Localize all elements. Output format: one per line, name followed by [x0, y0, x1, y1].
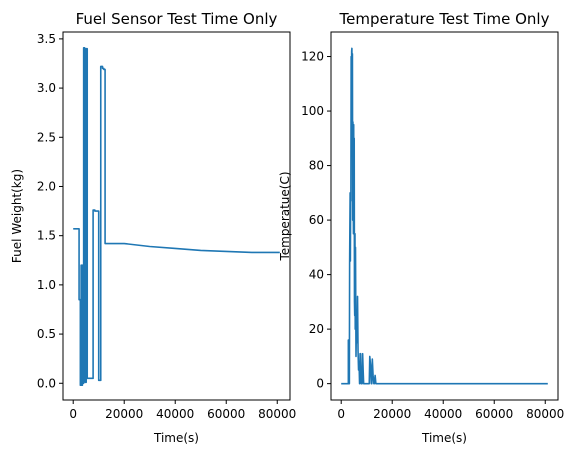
chart-title: Fuel Sensor Test Time Only [76, 10, 278, 28]
y-tick-label: 2.5 [37, 130, 56, 144]
series-line-0 [341, 47, 548, 385]
x-tick-label: 60000 [207, 407, 245, 421]
y-tick-label: 40 [309, 268, 324, 282]
x-tick-label: 20000 [105, 407, 143, 421]
y-tick-label: 100 [301, 104, 324, 118]
x-tick-label: 60000 [475, 407, 513, 421]
y-axis-ticks: 0.0 0.5 1.0 1.5 2.0 2.5 3.0 3.5 [37, 32, 63, 390]
y-axis-label: Fuel Weight(kg) [10, 169, 24, 263]
x-tick-label: 0 [69, 407, 77, 421]
x-axis-ticks: 0 20000 40000 60000 80000 [337, 400, 564, 421]
y-axis-label: Temperatue(C) [278, 171, 292, 261]
x-axis-label: Time(s) [153, 431, 199, 445]
chart-fuel-sensor: Fuel Sensor Test Time Only 0 20000 40000 60… [10, 10, 296, 445]
series-line-0 [73, 46, 280, 387]
y-tick-label: 1.0 [37, 278, 56, 292]
x-tick-label: 0 [337, 407, 345, 421]
x-axis-label: Time(s) [421, 431, 467, 445]
y-tick-label: 1.5 [37, 229, 56, 243]
y-axis-ticks: 0 20 40 60 80 100 120 [301, 50, 331, 391]
y-tick-label: 120 [301, 50, 324, 64]
y-tick-label: 0.0 [37, 376, 56, 390]
y-tick-label: 3.0 [37, 81, 56, 95]
chart-temperature: Temperature Test Time Only 0 20000 40000 60… [278, 10, 564, 445]
axes-frame [330, 31, 559, 401]
chart-title: Temperature Test Time Only [339, 10, 550, 28]
x-tick-label: 80000 [258, 407, 296, 421]
plot-lines [73, 46, 280, 387]
x-tick-label: 40000 [424, 407, 462, 421]
y-tick-label: 3.5 [37, 32, 56, 46]
y-tick-label: 0.5 [37, 327, 56, 341]
y-tick-label: 0 [316, 377, 324, 391]
y-tick-label: 80 [309, 159, 324, 173]
x-axis-ticks: 0 20000 40000 60000 80000 [69, 400, 296, 421]
y-tick-label: 2.0 [37, 179, 56, 193]
y-tick-label: 60 [309, 213, 324, 227]
x-tick-label: 20000 [373, 407, 411, 421]
y-tick-label: 20 [309, 322, 324, 336]
x-tick-label: 80000 [526, 407, 564, 421]
plot-lines [341, 47, 548, 385]
x-tick-label: 40000 [156, 407, 194, 421]
axes-frame [62, 31, 291, 401]
